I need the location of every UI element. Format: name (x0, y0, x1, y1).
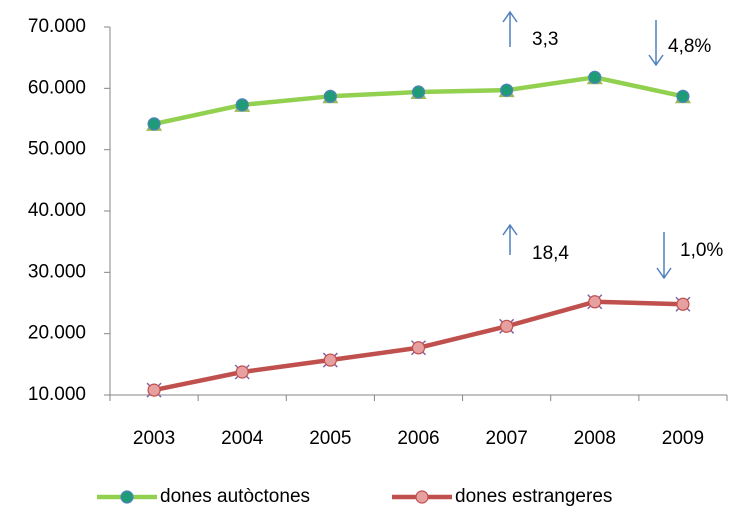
x-tick-label: 2003 (133, 428, 175, 449)
marker (323, 353, 337, 367)
arrow-down (648, 20, 664, 67)
y-tick-label: 40.000 (28, 200, 86, 221)
marker (411, 341, 426, 355)
marker (588, 295, 602, 309)
marker (147, 383, 161, 397)
series-line (153, 75, 684, 127)
x-tick-label: 2006 (397, 428, 439, 449)
legend-label: dones estrangeres (455, 486, 612, 507)
x-tick-label: 2005 (309, 428, 351, 449)
annotation: 4,8% (668, 36, 711, 57)
annotation: 3,3 (532, 29, 558, 50)
legend-marker (120, 490, 134, 504)
annotation: 1,0% (680, 240, 723, 261)
marker (235, 98, 249, 112)
arrow-up (502, 223, 518, 255)
marker (235, 365, 249, 379)
marker (500, 319, 514, 333)
x-tick-label: 2009 (662, 428, 704, 449)
legend-label: dones autòctones (160, 486, 310, 507)
marker (147, 117, 161, 131)
y-tick-label: 10.000 (28, 384, 86, 405)
marker (676, 89, 690, 103)
marker (500, 83, 514, 97)
x-tick-label: 2008 (574, 428, 616, 449)
marker (411, 85, 426, 99)
arrow-down (656, 232, 672, 280)
x-tick-label: 2007 (486, 428, 528, 449)
y-tick-label: 20.000 (28, 323, 86, 344)
marker (323, 89, 337, 103)
y-tick-label: 60.000 (28, 77, 86, 98)
marker (588, 70, 602, 84)
y-tick-label: 50.000 (28, 139, 86, 160)
marker (676, 297, 690, 311)
legend-marker (415, 490, 429, 504)
annotation: 18,4 (532, 243, 569, 264)
x-tick-label: 2004 (221, 428, 264, 449)
y-tick-label: 30.000 (28, 261, 86, 282)
y-tick-label: 70.000 (28, 16, 86, 37)
arrow-up (502, 10, 518, 47)
